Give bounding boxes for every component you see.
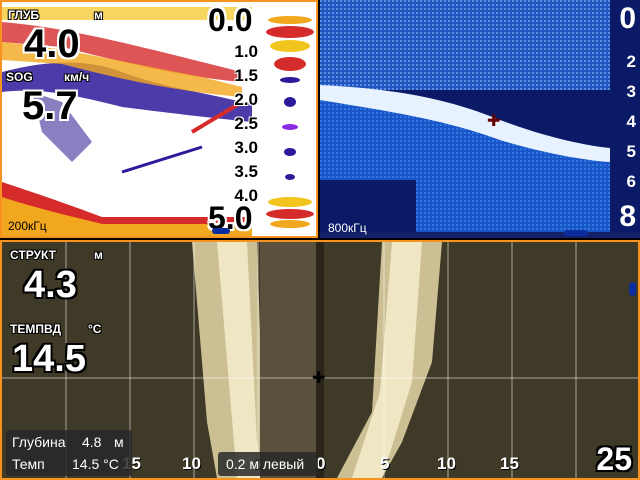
sidescan-pane[interactable]: СТРУКТ м 4.3 ТЕМПВД °С 14.5 15 10 5 0 5 … <box>0 240 640 480</box>
temp-unit: °С <box>88 322 102 336</box>
depth-label: ГЛУБ <box>8 8 40 22</box>
cursor-depth-unit: м <box>114 434 124 450</box>
struct-unit: м <box>94 248 103 262</box>
scale-tick: 3.0 <box>234 138 258 157</box>
sonar-echo-image <box>2 7 316 236</box>
struct-label: СТРУКТ <box>10 248 56 262</box>
cursor-crosshair-icon: ✚ <box>487 113 501 130</box>
cursor-position-text: 0.2 м левый <box>226 456 305 472</box>
scale-tick: 3.5 <box>234 162 258 181</box>
sonar-scrollbar[interactable] <box>212 228 230 234</box>
cursor-info-box: Глубина 4.8 м Темп 14.5 °C <box>6 430 132 476</box>
downscan-scale-tick: 0 <box>619 2 636 35</box>
cursor-depth-label: Глубина <box>12 434 66 450</box>
downscan-frequency: 800кГц <box>328 221 367 235</box>
x-tick: 10 <box>437 454 456 473</box>
struct-value: 4.3 <box>24 264 77 306</box>
temp-value: 14.5 <box>12 338 86 380</box>
depth-value: 4.0 <box>24 22 80 66</box>
downscan-scale-tick: 4 <box>626 112 636 131</box>
scale-tick: 1.0 <box>234 42 258 61</box>
scale-tick: 4.0 <box>234 186 258 205</box>
depth-unit: м <box>94 8 103 22</box>
downscan-scale-tick: 5 <box>626 142 636 161</box>
downscan-image <box>320 0 640 238</box>
sidescan-scrollbar[interactable] <box>629 282 636 296</box>
scale-tick: 2.5 <box>234 114 258 133</box>
x-tick: 5 <box>380 454 390 473</box>
sog-label: SOG <box>6 70 33 84</box>
downscan-pane[interactable]: 0 2 3 4 5 6 8 ✚ 800кГц <box>320 0 640 238</box>
cursor-depth-value: 4.8 <box>82 434 102 450</box>
x-tick: 15 <box>500 454 519 473</box>
sidescan-image <box>2 242 638 478</box>
downscan-scale-tick: 8 <box>619 200 636 233</box>
sog-unit: км/ч <box>64 70 90 84</box>
scale-tick: 2.0 <box>234 90 258 109</box>
cursor-temp-value: 14.5 °C <box>72 456 119 472</box>
sog-value: 5.7 <box>22 84 78 128</box>
temp-label: ТЕМПВД <box>10 322 62 336</box>
cursor-crosshair-icon: ✚ <box>312 370 326 387</box>
downscan-scrollbar[interactable] <box>564 230 588 236</box>
cursor-temp-label: Темп <box>12 456 45 472</box>
cursor-position-box: 0.2 м левый <box>218 452 318 476</box>
downscan-scale-tick: 3 <box>626 82 636 101</box>
sonar-pane[interactable]: ГЛУБ м 4.0 SOG км/ч 5.7 0.0 1.0 1.5 2.0 … <box>0 0 318 238</box>
range-value: 25 <box>596 441 632 477</box>
x-tick: 0 <box>316 454 326 473</box>
downscan-scale-tick: 6 <box>626 172 636 191</box>
x-tick: 10 <box>182 454 201 473</box>
downscan-scale-tick: 2 <box>626 52 636 71</box>
sonar-frequency: 200кГц <box>8 219 47 233</box>
scale-tick: 1.5 <box>234 66 258 85</box>
scale-top: 0.0 <box>208 2 253 38</box>
